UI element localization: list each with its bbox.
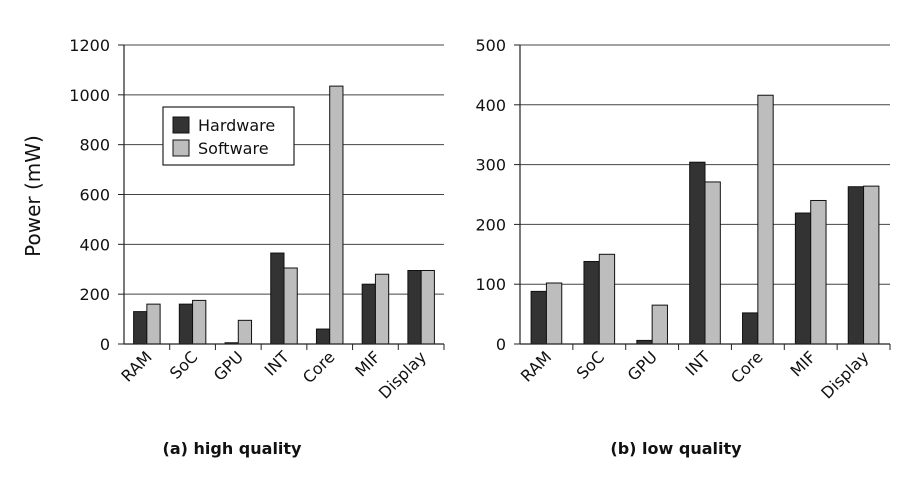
bar-software-mif (374, 273, 390, 345)
x-tick-label: INT (682, 347, 714, 379)
bar-hardware-display (847, 186, 865, 345)
chart-panel-low-quality: 0 100 200 300 400 500 RAM SoC GPU INT Core MIFDisp… (475, 36, 891, 458)
legend-swatch-software (172, 139, 190, 157)
y-tick-label: 400 (79, 235, 110, 254)
panel-caption: (a) high quality (163, 439, 303, 458)
x-tick-label: GPU (624, 347, 661, 384)
bar-hardware-int (270, 252, 285, 345)
y-tick-labels: 0 200 400 600 800 1000 1200 (69, 36, 110, 354)
bar-hardware-int (689, 161, 706, 345)
y-tick-label: 1200 (69, 36, 110, 55)
x-tick-label: Display (817, 347, 872, 402)
bar-software-soc (192, 299, 207, 345)
bar-hardware-mif (361, 283, 376, 345)
chart-panel-high-quality: 0 200 400 600 800 1000 1200 RAM SoC GPU INT Core MI… (69, 36, 445, 458)
y-tick-label: 200 (475, 215, 506, 234)
bar-hardware-core (315, 328, 331, 345)
y-axis-label: Power (mW) (21, 135, 45, 257)
legend-label-software: Software (198, 139, 269, 158)
y-tick-label: 200 (79, 285, 110, 304)
x-tick-label: RAM (517, 347, 555, 385)
x-tick-label: RAM (117, 347, 155, 385)
bar-software-core (757, 94, 774, 345)
legend-label-hardware: Hardware (198, 116, 275, 135)
bar-hardware-ram (133, 311, 148, 345)
bar-hardware-core (742, 312, 759, 345)
bar-software-int (704, 181, 721, 345)
bar-software-display (863, 185, 880, 345)
bar-software-core (329, 85, 344, 345)
bar-software-ram (545, 282, 563, 345)
y-tick-labels: 0 100 200 300 400 500 (475, 36, 506, 354)
bars (530, 94, 880, 345)
legend-swatch-hardware (172, 116, 190, 134)
x-tick-label: GPU (210, 347, 247, 384)
bars (133, 85, 435, 345)
x-tick-label: INT (261, 347, 293, 379)
y-tick-label: 300 (475, 156, 506, 175)
bar-hardware-soc (583, 260, 600, 345)
y-tick-label: 800 (79, 136, 110, 155)
y-tick-label: 0 (100, 335, 110, 354)
y-tick-label: 500 (475, 36, 506, 55)
x-tick-label: Display (375, 347, 430, 402)
axes (514, 44, 891, 350)
axes (118, 44, 445, 350)
bar-software-ram (146, 303, 161, 345)
bar-software-gpu (237, 319, 253, 345)
x-tick-label: SoC (166, 347, 201, 382)
x-tick-label: MIF (351, 347, 384, 380)
x-tick-label: Core (299, 347, 339, 387)
bar-software-mif (810, 199, 827, 345)
bar-software-soc (598, 253, 616, 345)
bar-software-gpu (651, 304, 668, 345)
y-tick-label: 600 (79, 186, 110, 205)
y-tick-label: 400 (475, 96, 506, 115)
bar-hardware-soc (178, 303, 194, 345)
x-tick-label: Core (727, 347, 767, 387)
x-tick-label: MIF (786, 347, 819, 380)
bar-hardware-display (407, 269, 422, 345)
y-tick-label: 1000 (69, 86, 110, 105)
y-tick-label: 0 (496, 335, 506, 354)
x-tick-label: SoC (573, 347, 608, 382)
panel-caption: (b) low quality (610, 439, 742, 458)
legend: Hardware Software (162, 106, 295, 166)
bar-software-display (420, 269, 435, 345)
bar-software-int (283, 267, 298, 345)
bar-hardware-mif (794, 212, 812, 345)
bar-hardware-ram (530, 290, 547, 345)
y-tick-label: 100 (475, 275, 506, 294)
